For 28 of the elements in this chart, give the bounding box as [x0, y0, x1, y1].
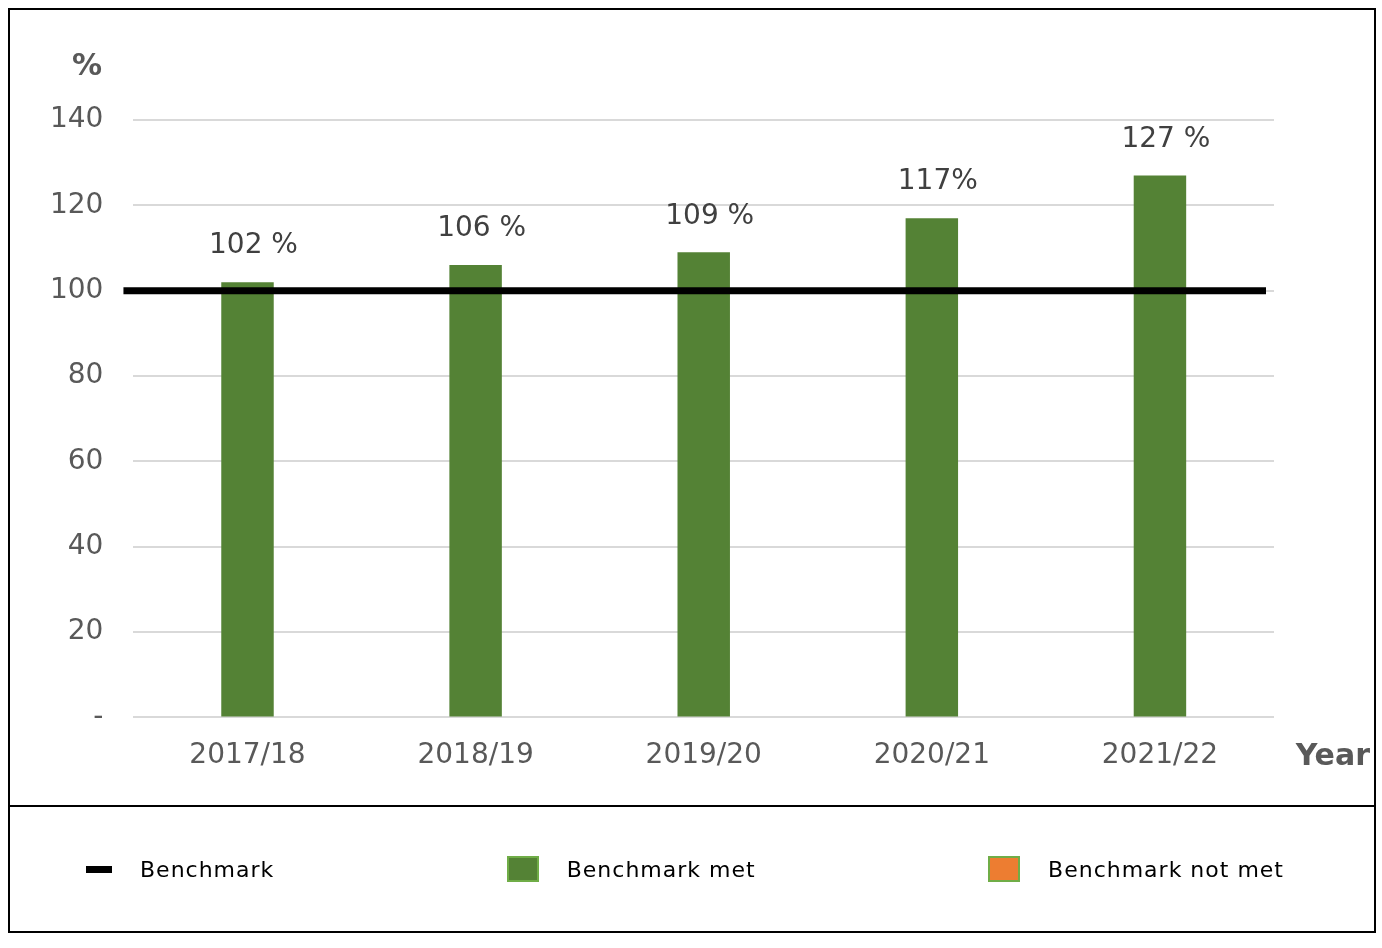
y-tick-label: 120 — [49, 186, 104, 220]
data-label: 106 % — [437, 210, 527, 244]
y-tick-label: 140 — [49, 101, 104, 135]
data-label: 117% — [897, 163, 978, 197]
bar — [1133, 175, 1187, 717]
bar — [905, 218, 959, 717]
x-tick-label: 2017/18 — [189, 737, 306, 771]
data-label: 109 % — [665, 197, 755, 231]
legend-label: Benchmark — [140, 856, 275, 882]
y-axis-title: % — [72, 46, 103, 82]
legend-label: Benchmark met — [566, 856, 756, 882]
x-tick-label: 2021/22 — [1101, 737, 1219, 771]
y-tick-label: 20 — [67, 613, 104, 647]
bar — [449, 265, 502, 717]
y-tick-label: 100 — [49, 271, 104, 305]
bar — [677, 252, 730, 717]
y-tick-label: - — [93, 698, 104, 732]
y-tick-label: 40 — [67, 528, 104, 561]
x-tick-label: 2019/20 — [645, 737, 762, 771]
x-tick-label: 2018/19 — [417, 737, 534, 771]
bar — [221, 282, 274, 717]
data-label: 127 % — [1121, 120, 1211, 154]
data-label: 102 % — [209, 227, 298, 261]
legend-label: Benchmark not met — [1048, 856, 1284, 882]
x-axis-title: Year — [1294, 737, 1371, 773]
y-tick-label: 80 — [67, 357, 104, 391]
y-tick-label: 60 — [67, 442, 104, 476]
x-tick-label: 2020/21 — [873, 737, 990, 771]
